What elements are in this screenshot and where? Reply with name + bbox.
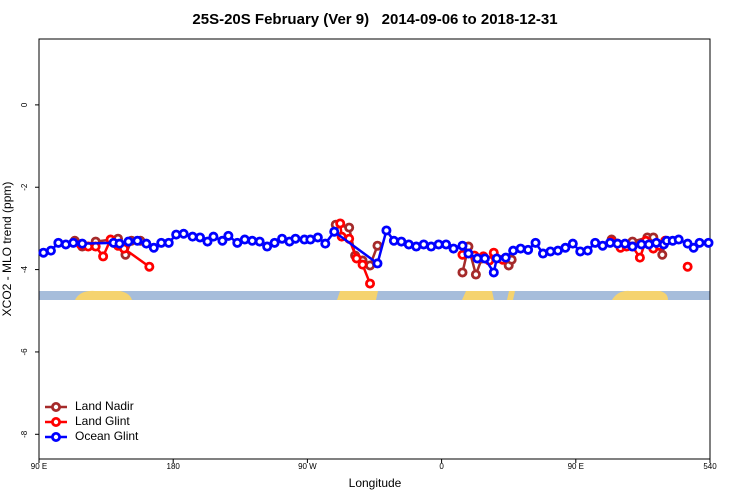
point (388, 235, 399, 246)
plot-frame (38, 38, 711, 460)
point (144, 261, 155, 272)
land-blob (337, 291, 378, 300)
x-tick-label: 90 W (298, 462, 317, 471)
point (491, 253, 502, 264)
point (60, 239, 71, 250)
point (688, 242, 699, 253)
point (232, 237, 243, 248)
chart-title: 25S-20S February (Ver 9) 2014-09-06 to 2… (192, 11, 557, 28)
point (470, 269, 481, 280)
point (457, 267, 468, 278)
point (329, 226, 340, 237)
x-tick-label: 0 (439, 462, 444, 471)
point (673, 234, 684, 245)
point (98, 251, 109, 262)
point (132, 235, 143, 246)
point (269, 237, 280, 248)
point (500, 252, 511, 263)
x-tick-label: 180 (167, 462, 181, 471)
land-blob (612, 290, 668, 300)
point (68, 237, 79, 248)
point (45, 245, 56, 256)
point (682, 261, 693, 272)
point (208, 231, 219, 242)
x-tick-label: 540 (703, 462, 717, 471)
point (381, 225, 392, 236)
point (202, 236, 213, 247)
point (178, 228, 189, 239)
point (53, 237, 64, 248)
y-tick-label: -4 (20, 265, 29, 273)
series (38, 225, 714, 278)
point (582, 245, 593, 256)
point (357, 259, 368, 270)
point (530, 237, 541, 248)
point (195, 232, 206, 243)
point (448, 243, 459, 254)
land-blob (507, 291, 515, 300)
point (545, 246, 556, 257)
point (239, 234, 250, 245)
point (372, 240, 383, 251)
point (187, 231, 198, 242)
legend-label: Land Nadir (75, 399, 134, 413)
point (335, 218, 346, 229)
point (627, 241, 638, 252)
point (123, 236, 134, 247)
point (560, 242, 571, 253)
point (148, 242, 159, 253)
point (643, 239, 654, 250)
y-tick-label: 0 (20, 102, 29, 107)
point (344, 222, 355, 233)
point (365, 278, 376, 289)
point (247, 235, 258, 246)
land-blob (75, 290, 132, 300)
point (657, 249, 668, 260)
point (441, 239, 452, 250)
point (290, 233, 301, 244)
point (372, 258, 383, 269)
point (605, 237, 616, 248)
x-axis-label: Longitude (349, 476, 402, 490)
y-tick-label: -6 (20, 348, 29, 356)
point (567, 238, 578, 249)
y-tick-label: -8 (20, 430, 29, 438)
point (488, 267, 499, 278)
point (312, 232, 323, 243)
point (463, 248, 474, 259)
point (523, 244, 534, 255)
point (141, 238, 152, 249)
y-axis-label: XCO2 - MLO trend (ppm) (0, 182, 14, 317)
x-tick-label: 90 E (568, 462, 584, 471)
point (223, 230, 234, 241)
point (457, 240, 468, 251)
legend-marker (51, 401, 62, 412)
land-blob (462, 291, 494, 300)
point (320, 238, 331, 249)
legend-marker (51, 416, 62, 427)
point (114, 238, 125, 249)
y-tick-label: -2 (20, 183, 29, 191)
land-mask (39, 290, 710, 300)
legend-label: Land Glint (75, 414, 130, 428)
legend-label: Ocean Glint (75, 429, 139, 443)
point (163, 237, 174, 248)
point (351, 253, 362, 264)
point (254, 236, 265, 247)
point (651, 237, 662, 248)
legend-marker (51, 431, 62, 442)
point (479, 253, 490, 264)
point (217, 235, 228, 246)
point (703, 237, 714, 248)
point (77, 238, 88, 249)
point (575, 246, 586, 257)
point (694, 237, 705, 248)
point (262, 241, 273, 252)
point (171, 229, 182, 240)
point (634, 252, 645, 263)
x-tick-label: 90 E (31, 462, 47, 471)
point (515, 243, 526, 254)
